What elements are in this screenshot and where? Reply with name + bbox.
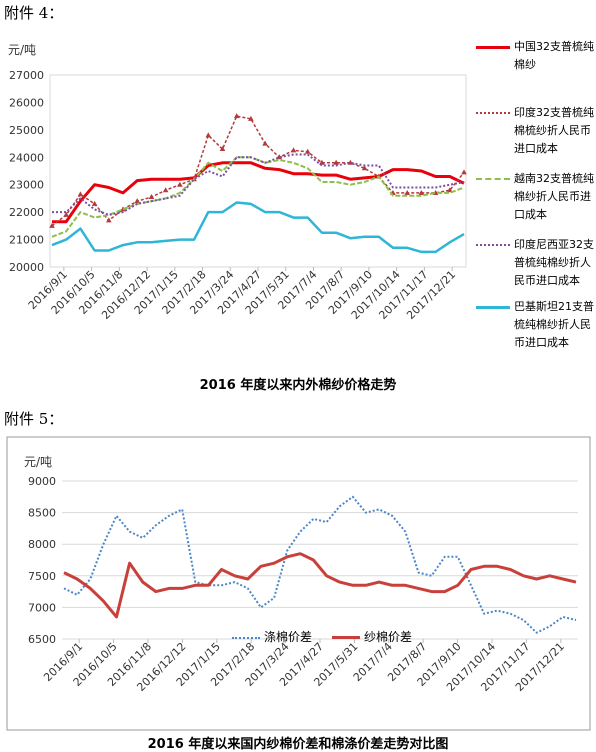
y-tick-label: 22000: [9, 206, 44, 219]
legend-label: 印度尼西亚32支普梳纯棉纱折人民币进口成本: [514, 238, 594, 287]
x-tick-label: 2017/5/31: [311, 640, 360, 689]
y-axis-label: 元/吨: [24, 455, 52, 469]
legend-swatch: [232, 636, 260, 639]
series-point: [446, 187, 453, 193]
x-tick-label: 2016/12/12: [134, 640, 188, 694]
legend-label: 涤棉价差: [264, 630, 313, 644]
series-point: [219, 146, 226, 152]
x-tick-label: 2017/12/21: [513, 640, 567, 694]
series-point: [177, 181, 183, 187]
legend-label: 印度32支普梳纯棉梳纱折人民币进口成本: [514, 106, 594, 155]
x-tick-label: 2017/3/24: [243, 640, 292, 689]
series-point: [319, 159, 325, 165]
series-point: [63, 211, 70, 217]
x-tick-label: 2017/1/15: [174, 640, 223, 689]
legend-swatch: [476, 244, 510, 246]
series-line-1: [52, 161, 465, 224]
legend-swatch: [476, 178, 510, 180]
series-point: [91, 200, 98, 206]
series-point: [148, 194, 155, 200]
x-tick-label: 2017/8/7: [385, 640, 429, 684]
legend-swatch: [476, 112, 510, 114]
x-tick-label: 2017/10/14: [444, 640, 498, 694]
x-tick-label: 2016/11/8: [105, 640, 154, 689]
y-tick-label: 6500: [28, 633, 56, 646]
y-tick-label: 27000: [9, 69, 44, 82]
y-tick-label: 21000: [9, 234, 44, 247]
series-point: [134, 198, 141, 204]
x-tick-label: 2017/9/10: [415, 640, 464, 689]
x-tick-label: 2017/2/18: [208, 640, 257, 689]
series-point: [106, 217, 112, 223]
series-line-4: [52, 153, 465, 216]
series-point: [404, 189, 410, 195]
series-point: [290, 147, 297, 153]
y-tick-label: 26000: [9, 96, 44, 109]
series-point: [205, 132, 212, 138]
x-tick-label: 2017/4/27: [277, 640, 326, 689]
series-point: [49, 222, 55, 228]
y-tick-label: 24000: [9, 151, 44, 164]
series-point: [304, 148, 311, 154]
legend-swatch: [476, 46, 510, 49]
legend-swatch: [476, 306, 510, 309]
series-point: [77, 191, 84, 197]
y-tick-label: 7000: [28, 601, 56, 614]
section-4-label: 附件 4：: [4, 4, 64, 22]
legend-item: 纱棉价差: [332, 628, 412, 645]
series-point: [162, 187, 169, 193]
y-tick-label: 20000: [9, 261, 44, 274]
chart-2-frame: [6, 436, 591, 731]
x-tick-label: 2016/9/1: [41, 640, 85, 684]
x-tick-label: 2016/10/5: [71, 640, 120, 689]
x-tick-label: 2017/7/4: [351, 640, 395, 684]
legend-swatch: [332, 636, 360, 639]
series-line-5: [51, 201, 465, 254]
series-point: [333, 159, 339, 165]
y-axis-label: 元/吨: [8, 43, 36, 57]
series-point: [418, 189, 425, 195]
series-line-1: [63, 495, 577, 634]
series-point: [262, 140, 268, 146]
series-point: [461, 169, 467, 175]
y-tick-label: 7500: [28, 570, 56, 583]
x-tick-label: 2017/11/17: [478, 640, 532, 694]
y-tick-label: 23000: [9, 179, 44, 192]
legend-label: 纱棉价差: [364, 630, 413, 644]
legend-item: 涤棉价差: [232, 628, 312, 645]
y-tick-label: 25000: [9, 124, 44, 137]
section-5-label: 附件 5：: [4, 410, 64, 428]
series-line-2: [63, 552, 577, 619]
spread-trend-caption: 2016 年度以来国内纱棉价差和棉涤价差走势对比图: [147, 737, 449, 752]
series-point: [361, 165, 368, 171]
series-point: [248, 115, 254, 121]
price-trend-chart: 20000 21000 22000 23000 24000 25000 26000 27000…: [8, 43, 467, 322]
y-tick-label: 9000: [28, 475, 56, 488]
y-tick-label: 8000: [28, 538, 56, 551]
legend-label: 巴基斯坦21支普梳纯棉纱折人民币进口成本: [514, 300, 594, 349]
price-trend-caption: 2016 年度以来内外棉纱价格走势: [199, 378, 397, 393]
series-point: [233, 113, 240, 119]
legend-label: 中国32支普梳纯棉纱: [514, 40, 594, 71]
legend-label: 越南32支普梳纯棉纱折人民币进口成本: [514, 172, 594, 221]
y-tick-label: 8500: [28, 507, 56, 520]
